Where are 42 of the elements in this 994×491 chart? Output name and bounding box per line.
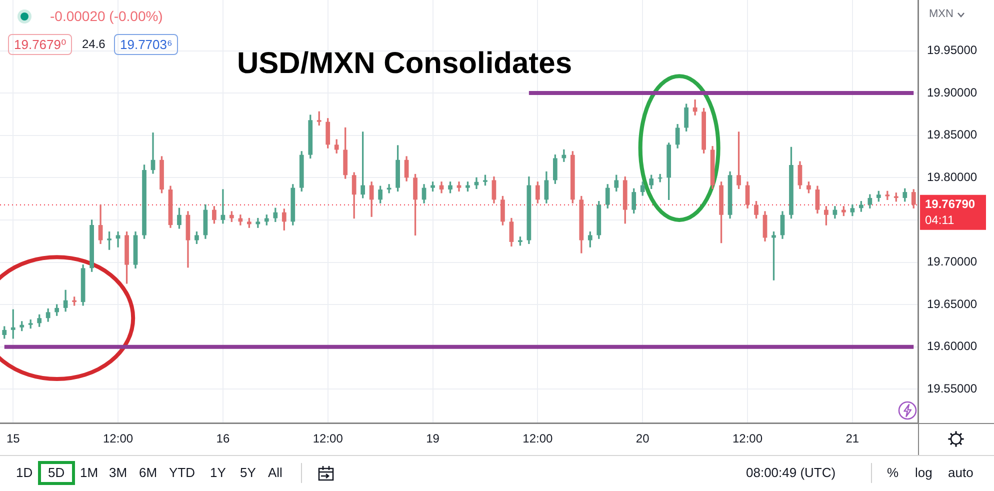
text: 5Y [240,465,256,480]
text: auto [948,465,974,480]
text: log [915,465,932,480]
text: 1M [80,465,98,480]
text: USD/MXN Consolidates [237,47,572,81]
x-tick-label: 20 [636,432,650,446]
y-tick-label: 19.70000 [927,254,978,269]
x-tick-label: 12:00 [732,432,763,446]
text: % [887,465,899,480]
text: 5D [38,461,75,485]
y-tick-label: 19.90000 [927,85,978,100]
text: 1Y [210,465,226,480]
y-tick-label: 19.95000 [927,43,978,58]
x-tick-label: 16 [216,432,230,446]
y-tick-label: 19.85000 [927,128,978,142]
text: YTD [169,465,195,480]
text: All [268,465,282,480]
candlestick [220,189,226,224]
x-tick-label: 12:00 [103,432,134,446]
y-tick-label: 19.60000 [927,339,978,354]
ref-line-label: 19.76790 [925,197,976,212]
text: 3M [109,465,128,480]
text: 1D [16,465,33,480]
x-tick-label: 21 [846,432,860,446]
text: MXN [929,8,954,20]
annotation: 19.7703⁶ [114,34,178,55]
candlestick [456,182,462,192]
y-tick-label: 19.80000 [927,170,978,184]
x-tick-label: 19 [426,432,440,446]
annotation: 19.7679⁰ [8,34,72,55]
x-tick-label: 15 [6,432,20,446]
y-tick-label: 19.65000 [927,296,978,311]
y-tick-label: 19.55000 [927,381,978,396]
text: 04:11 [925,213,954,228]
candlestick [150,132,156,174]
text: 6M [139,465,158,480]
x-tick-label: 12:00 [312,432,344,446]
annotation: 24.6 [82,37,106,51]
text: 08:00:49 (UTC) [746,465,836,480]
candlestick [116,231,120,248]
x-tick-label: 12:00 [522,432,554,446]
annotation: -0.00020 (-0.00%) [50,8,163,24]
